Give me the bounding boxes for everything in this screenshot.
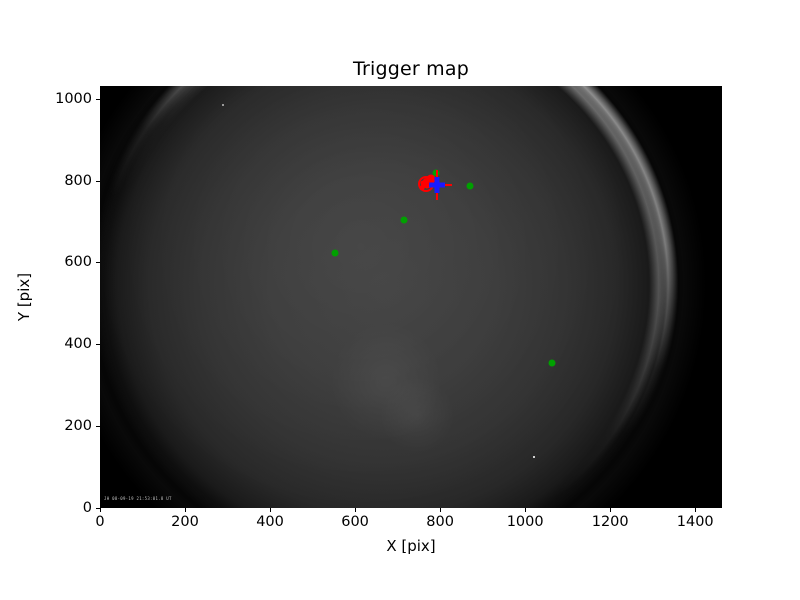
x-axis-label: X [pix] [386,537,436,555]
y-tick-mark [96,426,100,428]
x-tick-label: 600 [341,514,369,530]
x-tick-label: 200 [171,514,199,530]
sky-wisp [100,86,722,508]
x-tick-mark [270,508,272,512]
x-tick-mark [610,508,612,512]
trigger-marker[interactable] [466,182,474,190]
x-tick-mark [525,508,527,512]
trigger-marker[interactable] [331,249,339,257]
x-tick-mark [185,508,187,512]
x-tick-label: 1000 [506,514,544,530]
y-tick-label: 200 [64,418,92,435]
trigger-marker[interactable] [432,169,440,177]
y-tick-label: 400 [64,336,92,353]
y-tick-mark [96,508,100,509]
sky-halo [100,86,722,508]
y-tick-label: 600 [64,254,92,271]
page-title: Trigger map [353,58,469,80]
trigger-marker[interactable] [400,216,408,224]
cross-core-vertical [434,176,440,193]
y-tick-mark [96,262,100,264]
x-tick-label: 1200 [591,514,629,530]
sky-dome [100,86,722,508]
x-tick-label: 0 [95,514,105,530]
plot-area[interactable]: JH 08-09-19 21:53:01.8 UT [100,86,722,508]
y-tick-mark [96,98,100,100]
x-tick-label: 400 [256,514,284,530]
y-tick-label: 0 [82,500,92,516]
sky-shading [100,86,722,508]
y-tick-mark [96,344,100,346]
x-tick-mark [100,508,101,512]
image-speck [222,103,225,106]
trigger-marker[interactable] [548,359,556,367]
image-speck [532,455,535,458]
x-tick-mark [695,508,697,512]
limb-arc-outer [100,86,722,508]
y-axis-label: Y [pix] [14,86,34,508]
x-tick-label: 1400 [676,514,714,530]
x-tick-mark [440,508,442,512]
y-axis-label-text: Y [pix] [15,272,34,322]
x-tick-label: 800 [426,514,454,530]
y-tick-label: 1000 [55,90,92,107]
limb-arc-inner [100,86,722,508]
x-tick-mark [355,508,357,512]
camera-timestamp: JH 08-09-19 21:53:01.8 UT [104,496,172,501]
y-tick-label: 800 [64,172,92,189]
y-tick-mark [96,180,100,182]
